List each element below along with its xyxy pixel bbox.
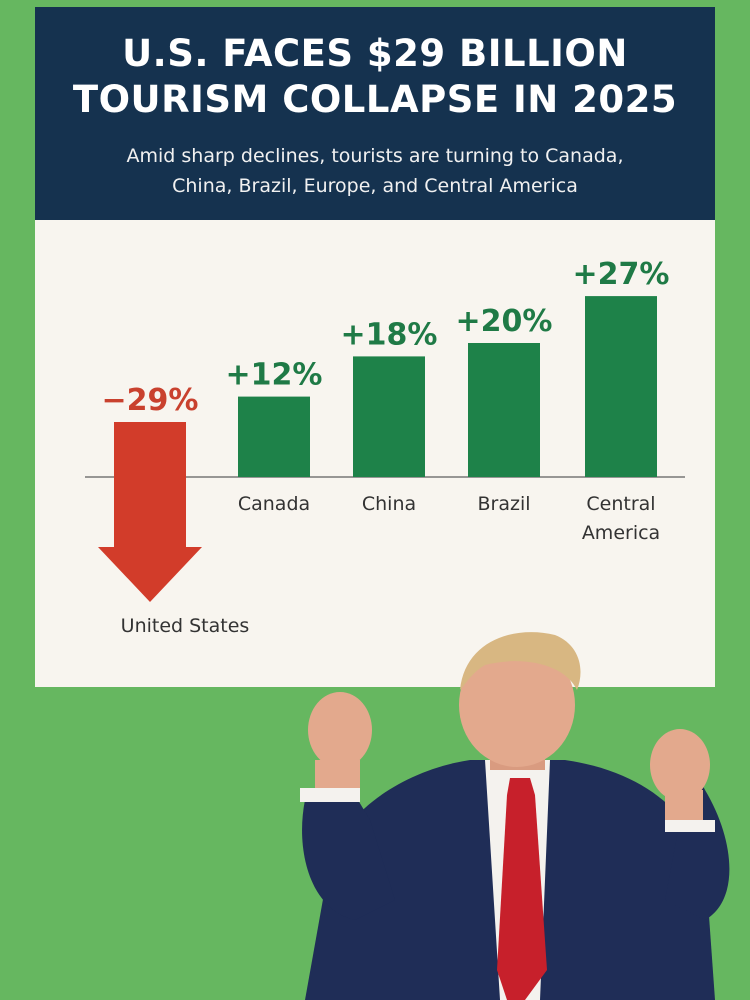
chart-title: U.S. FACES $29 BILLION TOURISM COLLAPSE … (35, 31, 715, 123)
value-label: +18% (341, 317, 438, 352)
category-label: China (362, 493, 416, 515)
head (459, 643, 575, 767)
header-banner: U.S. FACES $29 BILLION TOURISM COLLAPSE … (35, 7, 715, 220)
category-label: Brazil (477, 493, 530, 515)
category-label: America (582, 522, 660, 544)
value-label: +27% (573, 257, 670, 292)
bar-chart: −29% United States +12% Canada +18% China +20%… (85, 257, 685, 637)
tie (497, 778, 547, 1000)
value-label: +20% (456, 304, 553, 339)
category-label: Central (586, 493, 655, 515)
bar-central-america (585, 296, 657, 477)
category-label: United States (121, 615, 250, 637)
right-fist (650, 729, 710, 801)
right-arm (665, 770, 730, 920)
bar-china (353, 356, 425, 477)
left-fist (308, 692, 372, 768)
hair (460, 632, 581, 690)
category-label: Canada (238, 493, 310, 515)
chart-subtitle: Amid sharp declines, tourists are turnin… (35, 141, 715, 201)
person-figure-icon (300, 632, 730, 1000)
title-line-1: U.S. FACES $29 BILLION (122, 32, 628, 75)
value-label: −29% (102, 383, 199, 418)
left-arm (302, 770, 395, 920)
bar-united-states-arrow (98, 422, 202, 602)
right-cuff (665, 820, 715, 832)
subtitle-line-1: Amid sharp declines, tourists are turnin… (126, 145, 624, 167)
bar-canada (238, 396, 310, 477)
subtitle-line-2: China, Brazil, Europe, and Central Ameri… (172, 175, 578, 197)
infographic-card: U.S. FACES $29 BILLION TOURISM COLLAPSE … (35, 7, 715, 687)
value-label: +12% (226, 358, 323, 393)
bar-brazil (468, 343, 540, 477)
left-cuff (300, 788, 360, 802)
title-line-2: TOURISM COLLAPSE IN 2025 (72, 78, 678, 121)
